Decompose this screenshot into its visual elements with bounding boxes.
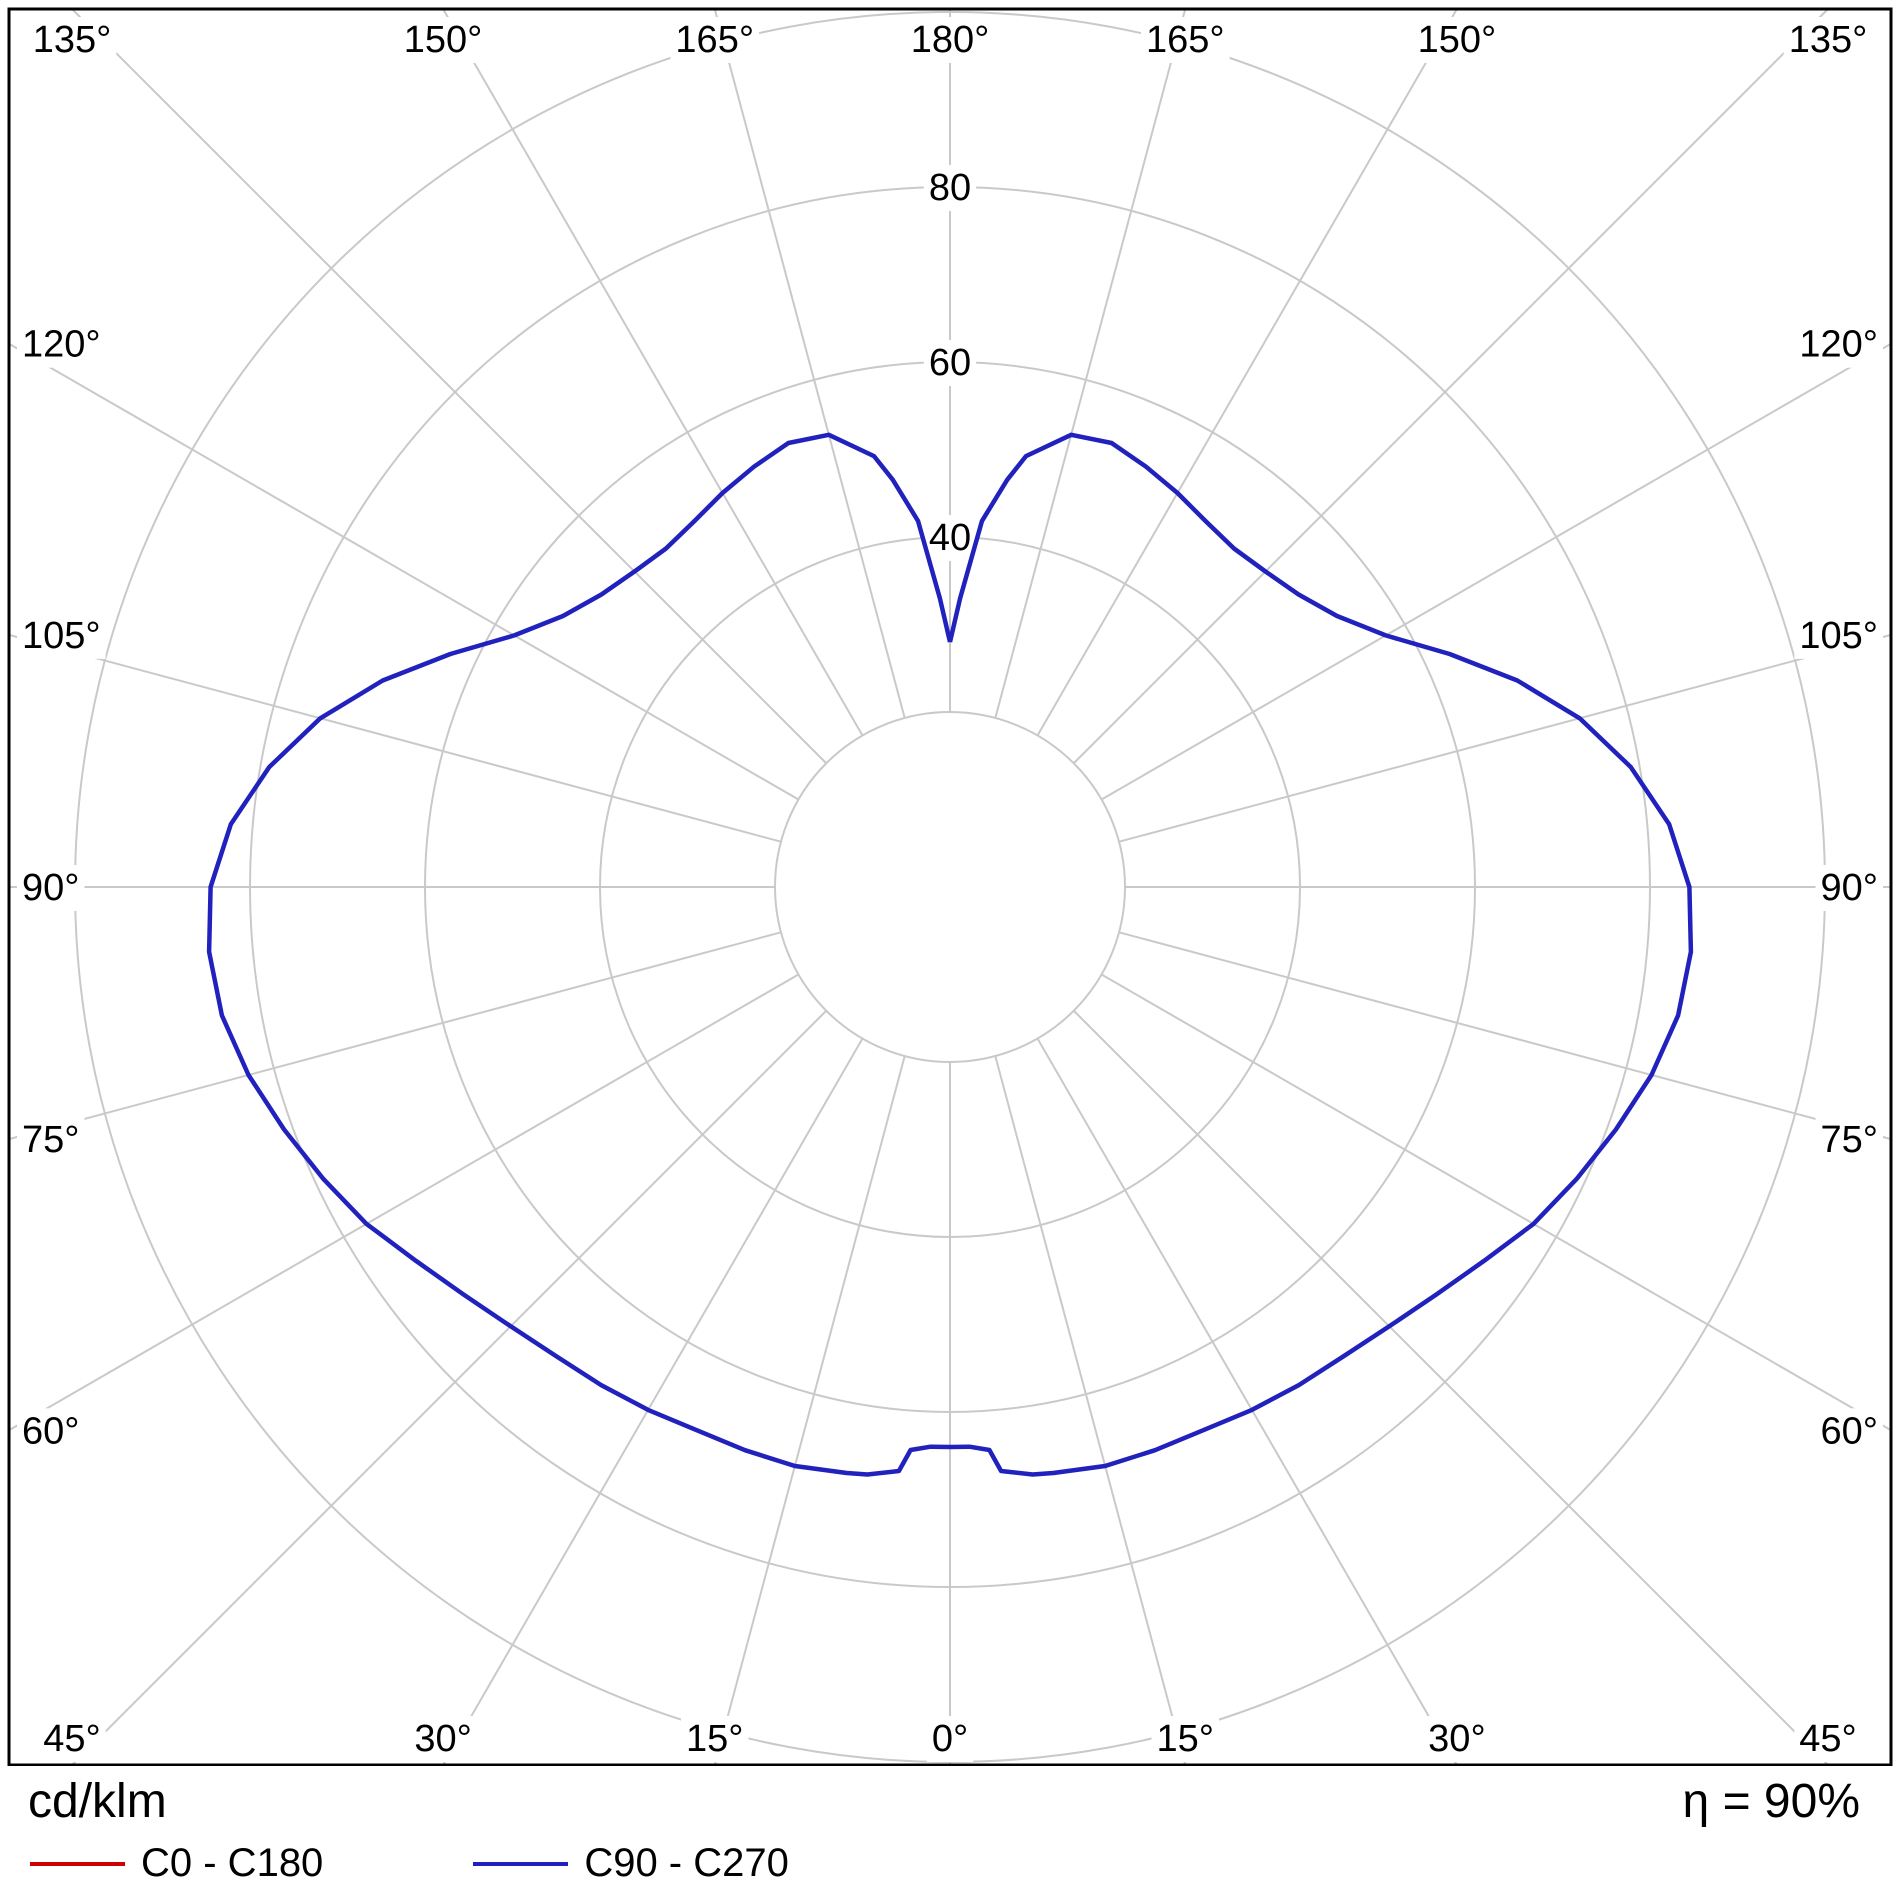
svg-text:90°: 90° <box>1821 867 1878 909</box>
svg-text:45°: 45° <box>1799 1718 1856 1760</box>
svg-text:135°: 135° <box>33 19 112 61</box>
svg-text:45°: 45° <box>43 1718 100 1760</box>
footer-row: cd/klm η = 90% <box>0 1766 1900 1829</box>
radial-unit-label: cd/klm <box>28 1775 167 1828</box>
svg-text:165°: 165° <box>675 19 754 61</box>
svg-text:150°: 150° <box>404 19 483 61</box>
legend-line-red-icon <box>30 1861 125 1866</box>
efficiency-label: η = 90% <box>1682 1775 1860 1828</box>
svg-text:75°: 75° <box>1821 1119 1878 1161</box>
curve-C90-C270 <box>206 432 1694 1477</box>
legend-label-c90-c270: C90 - C270 <box>584 1841 789 1885</box>
footer: cd/klm η = 90% C0 - C180 C90 - C270 <box>0 1766 1900 1900</box>
svg-text:150°: 150° <box>1418 19 1497 61</box>
svg-text:80: 80 <box>929 167 971 209</box>
chart-frame <box>7 7 1893 1766</box>
svg-text:30°: 30° <box>414 1718 471 1760</box>
svg-text:165°: 165° <box>1146 19 1225 61</box>
svg-text:180°: 180° <box>911 19 990 61</box>
svg-text:75°: 75° <box>22 1119 79 1161</box>
svg-text:15°: 15° <box>686 1718 743 1760</box>
svg-text:135°: 135° <box>1789 19 1868 61</box>
svg-text:90°: 90° <box>22 867 79 909</box>
legend: C0 - C180 C90 - C270 <box>0 1841 1900 1886</box>
svg-text:60°: 60° <box>1821 1410 1878 1452</box>
axis-labels: 40 60 80 0° 15° 15° 30° 30° 45° 45° 60° 60° 75° 75° 90… <box>17 17 1883 1762</box>
legend-line-blue-icon <box>473 1861 569 1866</box>
svg-text:105°: 105° <box>22 615 101 657</box>
svg-text:40: 40 <box>929 517 971 559</box>
legend-item-c0-c180: C0 - C180 <box>30 1841 323 1886</box>
svg-text:0°: 0° <box>932 1718 968 1760</box>
polar-chart: 40 60 80 0° 15° 15° 30° 30° 45° 45° 60° 60° 75° 75° 90… <box>7 7 1893 1766</box>
svg-text:60°: 60° <box>22 1410 79 1452</box>
svg-text:105°: 105° <box>1799 615 1878 657</box>
svg-text:120°: 120° <box>1799 324 1878 366</box>
svg-text:15°: 15° <box>1157 1718 1214 1760</box>
svg-text:60: 60 <box>929 342 971 384</box>
legend-label-c0-c180: C0 - C180 <box>141 1841 324 1885</box>
svg-text:120°: 120° <box>22 324 101 366</box>
legend-item-c90-c270: C90 - C270 <box>473 1841 789 1886</box>
svg-text:30°: 30° <box>1428 1718 1485 1760</box>
